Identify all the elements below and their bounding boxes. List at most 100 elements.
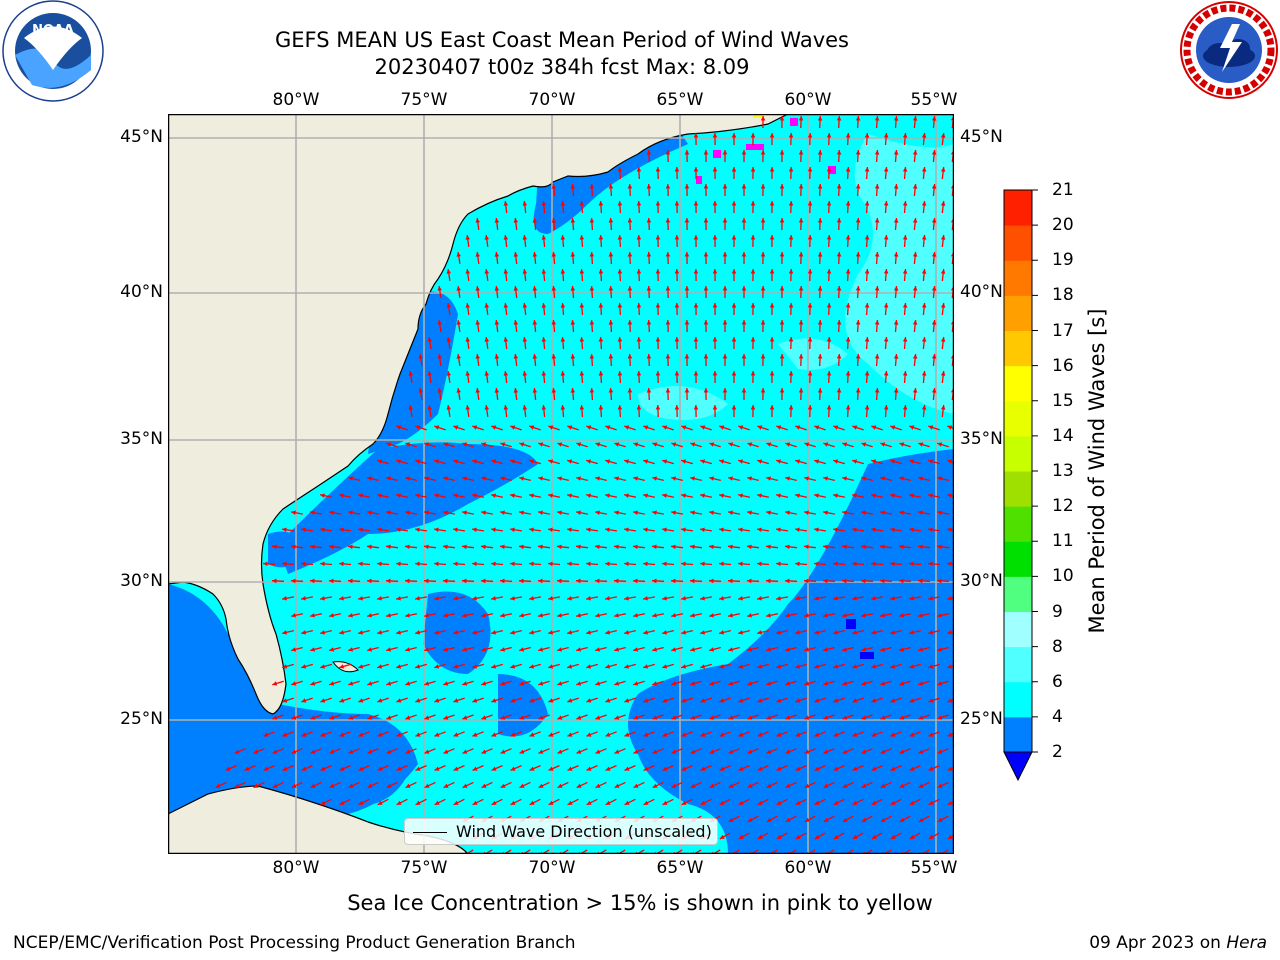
- wind-wave-arrow-head: [671, 613, 676, 618]
- wind-wave-arrow-head: [741, 252, 747, 257]
- wind-wave-arrow-head: [826, 235, 832, 240]
- lat-label-right: 35°N: [960, 429, 1003, 449]
- wind-wave-arrow-head: [513, 354, 519, 359]
- colorbar-tick-label: 21: [1052, 180, 1074, 200]
- wind-wave-arrow-head: [909, 664, 915, 669]
- wind-wave-arrow-head: [453, 459, 459, 464]
- wind-wave-arrow-head: [921, 133, 927, 138]
- wind-wave-arrow-head: [424, 476, 429, 481]
- wind-wave-arrow-head: [804, 544, 809, 550]
- wind-wave-arrow-head: [757, 766, 763, 771]
- wind-wave-arrow-head: [880, 613, 885, 618]
- lon-label-bottom: 65°W: [656, 858, 704, 878]
- wind-wave-arrow-head: [396, 459, 402, 464]
- wind-wave-arrow-head: [624, 630, 629, 635]
- wind-wave-arrow-head: [684, 388, 690, 393]
- wind-wave-arrow-head: [405, 544, 410, 550]
- wind-wave-arrow-head: [823, 681, 829, 686]
- wind-wave-arrow-head: [282, 630, 287, 635]
- wind-wave-arrow-head: [880, 647, 886, 652]
- wind-wave-arrow-head: [921, 269, 927, 274]
- wind-wave-arrow-head: [434, 493, 439, 498]
- wind-wave-arrow-head: [776, 732, 782, 737]
- wind-wave-arrow-head: [845, 167, 851, 172]
- wind-wave-arrow-head: [291, 749, 297, 754]
- wind-wave-arrow-head: [551, 286, 557, 291]
- wind-wave-arrow-head: [947, 527, 952, 532]
- wind-wave-arrow-head: [576, 681, 582, 686]
- wind-wave-arrow-head: [918, 715, 924, 720]
- wind-wave-arrow-head: [700, 630, 705, 635]
- wind-wave-arrow-head: [883, 133, 889, 138]
- wind-wave-arrow-head: [712, 337, 718, 342]
- colorbar-segment: [1004, 681, 1032, 718]
- wind-wave-arrow-head: [662, 596, 667, 601]
- wind-wave-arrow-head: [652, 715, 658, 720]
- wind-wave-arrow-head: [291, 578, 296, 584]
- wind-wave-arrow-head: [681, 800, 687, 805]
- wind-wave-arrow-head: [883, 405, 889, 410]
- wind-wave-arrow-head: [700, 800, 706, 805]
- wind-wave-arrow-head: [899, 749, 905, 754]
- wind-wave-arrow-head: [500, 783, 506, 788]
- wind-wave-arrow-head: [779, 150, 785, 155]
- wind-wave-arrow-head: [937, 749, 943, 754]
- lat-label-right: 30°N: [960, 571, 1003, 591]
- wind-wave-arrow-head: [608, 218, 614, 223]
- wind-wave-arrow-head: [864, 269, 870, 274]
- wind-wave-arrow-head: [377, 527, 382, 532]
- wind-wave-arrow-head: [396, 630, 401, 635]
- wind-wave-arrow-head: [731, 405, 737, 410]
- wind-wave-arrow-head: [529, 596, 534, 601]
- wind-wave-arrow-head: [918, 442, 924, 447]
- map-frame: [168, 114, 954, 854]
- wind-wave-arrow-head: [757, 732, 763, 737]
- wind-wave-arrow-head: [909, 630, 914, 635]
- wind-wave-arrow-head: [719, 596, 724, 601]
- wind-wave-arrow-head: [738, 493, 743, 498]
- wind-wave-arrow-head: [567, 664, 573, 669]
- lat-label-right: 40°N: [960, 282, 1003, 302]
- wind-wave-arrow-head: [617, 371, 623, 376]
- wind-wave-arrow-head: [719, 493, 724, 498]
- wind-wave-arrow-head: [861, 783, 867, 788]
- colorbar-tick-label: 11: [1052, 531, 1074, 552]
- wind-wave-arrow-head: [462, 715, 468, 720]
- wind-wave-arrow-head: [693, 167, 699, 172]
- wind-wave-arrow-head: [747, 647, 753, 652]
- wind-wave-arrow-head: [532, 252, 538, 257]
- wind-wave-arrow-head: [728, 681, 734, 686]
- wind-wave-arrow-head: [462, 749, 468, 754]
- wind-wave-arrow-head: [871, 493, 876, 498]
- wind-wave-arrow-head: [586, 630, 591, 635]
- wind-wave-arrow-head: [500, 613, 505, 618]
- wind-wave-arrow-head: [674, 337, 680, 342]
- wind-wave-arrow-head: [320, 561, 325, 567]
- wind-wave-arrow-head: [852, 698, 858, 703]
- wind-wave-arrow-head: [807, 269, 813, 274]
- wind-wave-arrow-head: [453, 766, 459, 771]
- wind-wave-arrow-head: [586, 561, 591, 567]
- wind-wave-arrow-head: [472, 664, 478, 669]
- sea-ice-note: Sea Ice Concentration > 15% is shown in …: [347, 891, 933, 915]
- wind-wave-arrow-head: [282, 698, 288, 703]
- wind-wave-arrow-head: [798, 252, 804, 257]
- wind-wave-arrow-head: [931, 354, 937, 359]
- wind-wave-arrow-head: [760, 388, 766, 393]
- wind-wave-arrow-head: [456, 388, 461, 393]
- wind-wave-arrow-head: [681, 561, 686, 567]
- wind-wave-arrow-head: [842, 715, 848, 720]
- wind-wave-arrow-head: [899, 783, 905, 788]
- wind-wave-arrow-head: [329, 578, 334, 584]
- wind-wave-arrow-head: [845, 235, 851, 240]
- wind-wave-arrow-head: [519, 544, 524, 550]
- wind-wave-arrow-head: [636, 235, 642, 240]
- footer-date-text: 09 Apr 2023 on: [1089, 933, 1227, 953]
- wind-wave-arrow-head: [589, 184, 595, 189]
- wind-wave-arrow-head: [918, 510, 923, 515]
- wind-wave-arrow-head: [741, 320, 747, 325]
- wind-wave-arrow-head: [757, 664, 763, 669]
- wind-wave-arrow-head: [700, 732, 706, 737]
- lon-label-top: 75°W: [400, 90, 448, 110]
- wind-wave-arrow-head: [624, 664, 630, 669]
